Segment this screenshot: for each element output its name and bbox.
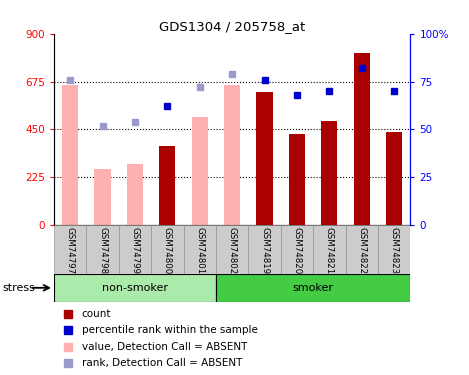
Bar <box>62 85 78 225</box>
Bar <box>183 225 216 274</box>
Text: GSM74800: GSM74800 <box>163 227 172 274</box>
Text: GSM74822: GSM74822 <box>357 227 366 274</box>
Text: count: count <box>82 309 111 319</box>
Text: GSM74797: GSM74797 <box>66 227 75 274</box>
Text: GSM74801: GSM74801 <box>195 227 204 274</box>
Bar <box>54 274 216 302</box>
Bar <box>127 164 143 225</box>
Text: percentile rank within the sample: percentile rank within the sample <box>82 325 257 335</box>
Text: GSM74819: GSM74819 <box>260 227 269 274</box>
Bar <box>159 146 175 225</box>
Bar <box>354 53 370 225</box>
Text: stress: stress <box>2 283 35 293</box>
Bar <box>224 85 240 225</box>
Text: GSM74799: GSM74799 <box>130 227 139 274</box>
Text: GSM74820: GSM74820 <box>293 227 302 274</box>
Bar <box>216 225 249 274</box>
Bar <box>86 225 119 274</box>
Bar <box>289 134 305 225</box>
Text: GSM74823: GSM74823 <box>390 227 399 274</box>
Bar <box>386 132 402 225</box>
Bar <box>346 225 378 274</box>
Bar <box>257 92 272 225</box>
Text: smoker: smoker <box>293 283 333 293</box>
Bar <box>249 225 281 274</box>
Text: value, Detection Call = ABSENT: value, Detection Call = ABSENT <box>82 342 247 352</box>
Title: GDS1304 / 205758_at: GDS1304 / 205758_at <box>159 20 305 33</box>
Bar <box>216 274 410 302</box>
Bar <box>192 117 208 225</box>
Bar <box>151 225 183 274</box>
Bar <box>313 225 346 274</box>
Text: non-smoker: non-smoker <box>102 283 168 293</box>
Bar <box>54 225 86 274</box>
Bar <box>281 225 313 274</box>
Bar <box>378 225 410 274</box>
Text: GSM74821: GSM74821 <box>325 227 334 274</box>
Text: GSM74798: GSM74798 <box>98 227 107 274</box>
Text: GSM74802: GSM74802 <box>227 227 237 274</box>
Text: rank, Detection Call = ABSENT: rank, Detection Call = ABSENT <box>82 358 242 368</box>
Bar <box>119 225 151 274</box>
Bar <box>321 121 338 225</box>
Bar <box>94 169 111 225</box>
